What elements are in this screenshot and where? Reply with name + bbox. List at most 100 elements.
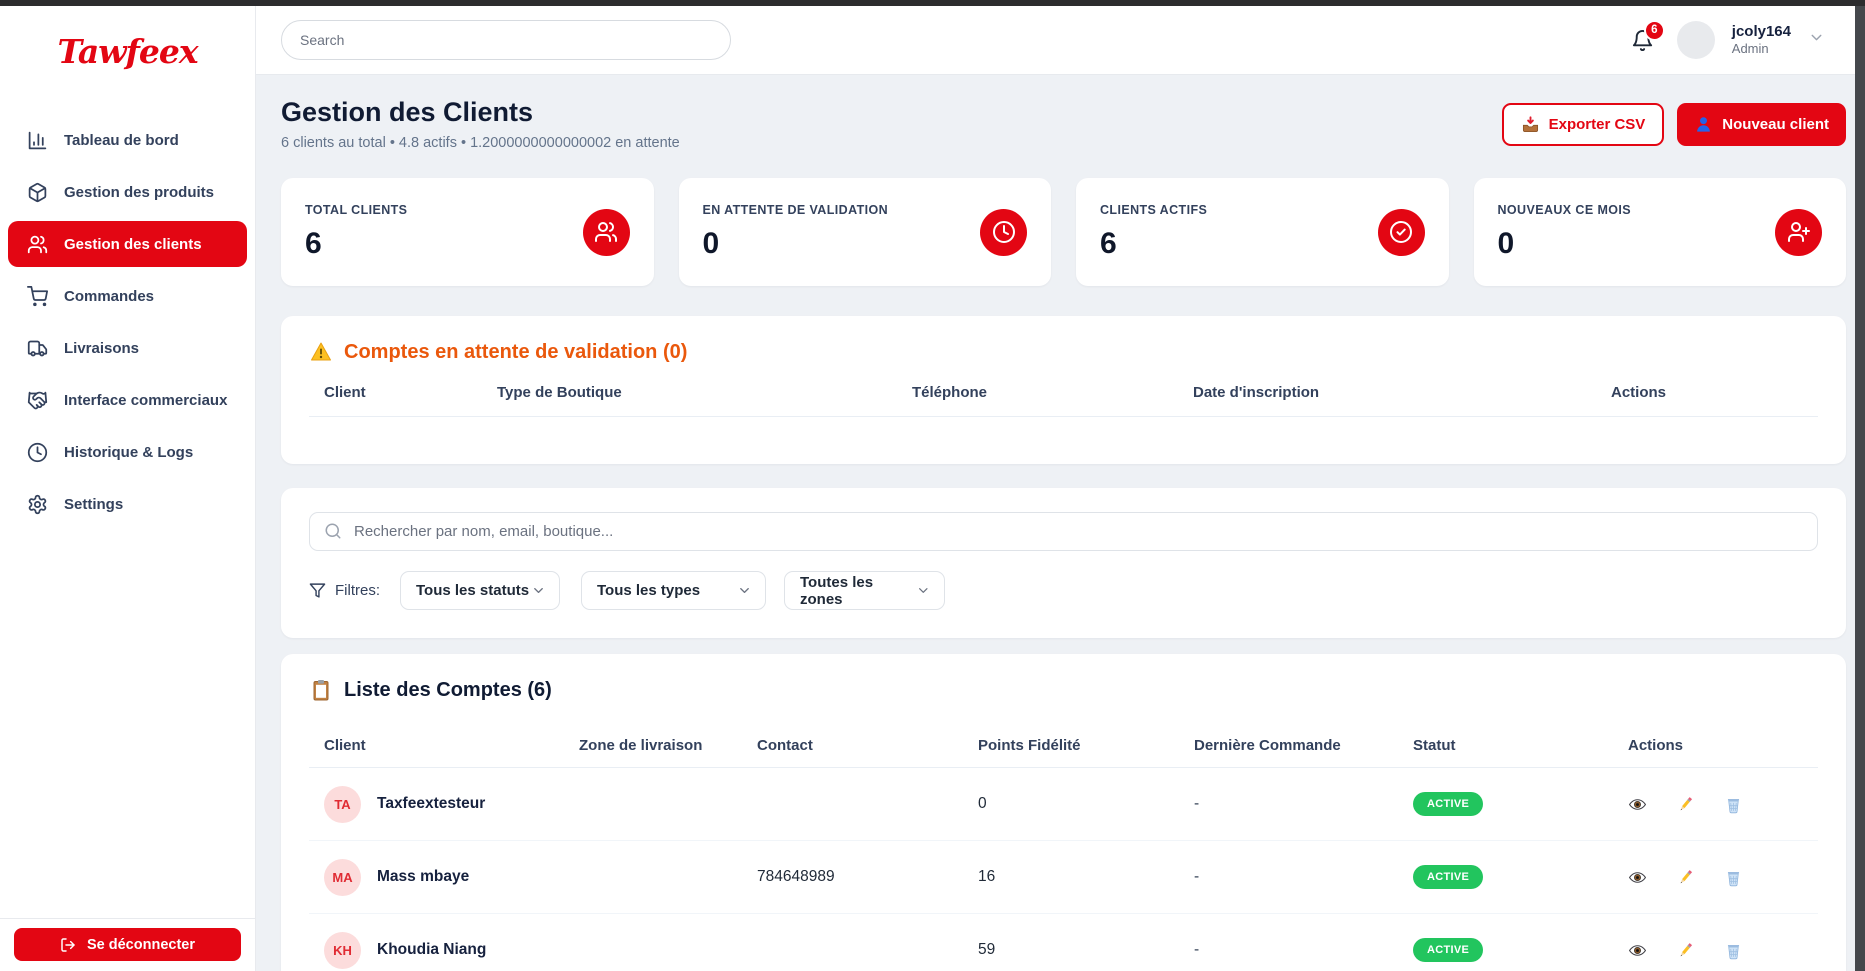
logout-button[interactable]: Se déconnecter bbox=[14, 928, 241, 961]
cart-icon bbox=[27, 285, 48, 306]
chevron-down-icon bbox=[919, 588, 928, 593]
vertical-scrollbar[interactable] bbox=[1855, 0, 1865, 971]
client-name: Mass mbaye bbox=[377, 868, 470, 885]
topbar-right-cluster: 6 jcoly164 Admin bbox=[1631, 19, 1825, 59]
type-filter-value: Tous les types bbox=[597, 582, 701, 599]
last-order-cell: - bbox=[1194, 795, 1200, 812]
column-header: Client bbox=[324, 384, 366, 401]
clock-icon bbox=[27, 442, 48, 462]
stat-text: CLIENTS ACTIFS 6 bbox=[1100, 203, 1207, 261]
client-avatar: MA bbox=[324, 858, 361, 896]
filter-funnel-icon bbox=[309, 583, 326, 598]
sidebar-item-tableau-de-bord[interactable]: Tableau de bord bbox=[8, 117, 247, 163]
view-eye-icon[interactable] bbox=[1628, 868, 1647, 887]
status-badge: ACTIVE bbox=[1413, 792, 1484, 816]
content-column: 6 jcoly164 Admin Gestion des Clients 6 c… bbox=[256, 6, 1855, 971]
sidebar-item-livraisons[interactable]: Livraisons bbox=[8, 325, 247, 371]
edit-pencil-icon[interactable] bbox=[1676, 868, 1695, 887]
logout-icon bbox=[61, 937, 75, 952]
sidebar-item-gestion-des-produits[interactable]: Gestion des produits bbox=[8, 169, 247, 215]
sidebar-item-settings[interactable]: Settings bbox=[8, 481, 247, 527]
stat-icon-circle bbox=[980, 208, 1027, 256]
sidebar-item-interface-commerciaux[interactable]: Interface commerciaux bbox=[8, 377, 247, 423]
sidebar-item-label: Gestion des produits bbox=[64, 183, 215, 201]
main-content: Gestion des Clients 6 clients au total •… bbox=[256, 75, 1855, 971]
stat-value: 0 bbox=[702, 227, 720, 260]
delete-trash-icon[interactable] bbox=[1724, 868, 1743, 887]
sidebar-item-label: Gestion des clients bbox=[64, 235, 202, 253]
pending-section-header: Comptes en attente de validation (0) bbox=[281, 316, 1846, 364]
row-actions bbox=[1628, 868, 1818, 887]
stat-icon-circle bbox=[582, 208, 630, 256]
sidebar-item-label: Livraisons bbox=[64, 339, 140, 357]
sidebar-item-label: Tableau de bord bbox=[64, 131, 179, 149]
user-meta: jcoly164 Admin bbox=[1732, 23, 1791, 58]
chevron-down-icon bbox=[740, 588, 749, 593]
column-header: Zone de livraison bbox=[579, 737, 703, 754]
stat-value: 6 bbox=[1100, 227, 1117, 260]
handshake-icon bbox=[27, 391, 48, 409]
sidebar-item-commandes[interactable]: Commandes bbox=[8, 273, 247, 319]
type-filter-dropdown[interactable]: Tous les types bbox=[581, 571, 766, 610]
page-title: Gestion des Clients bbox=[281, 97, 534, 127]
status-filter-dropdown[interactable]: Tous les statuts bbox=[400, 571, 560, 610]
client-avatar: TA bbox=[324, 785, 361, 823]
column-header: Téléphone bbox=[912, 384, 988, 401]
column-header: Actions bbox=[1628, 737, 1684, 754]
new-client-button[interactable]: Nouveau client bbox=[1677, 102, 1846, 146]
user-role: Admin bbox=[1731, 41, 1769, 57]
person-icon bbox=[1697, 116, 1711, 132]
stat-text: TOTAL CLIENTS 6 bbox=[305, 203, 407, 261]
column-header: Client bbox=[324, 737, 366, 754]
user-menu-toggle[interactable] bbox=[1808, 29, 1825, 51]
global-search-input[interactable] bbox=[281, 20, 731, 60]
page-subtitle: 6 clients au total • 4.8 actifs • 1.2000… bbox=[281, 135, 680, 151]
user-name: jcoly164 bbox=[1731, 22, 1791, 40]
accounts-section-title: Liste des Comptes (6) bbox=[344, 678, 552, 701]
stat-value: 0 bbox=[1497, 227, 1515, 260]
column-header: Date d'inscription bbox=[1193, 384, 1320, 401]
users-icon bbox=[595, 222, 617, 242]
stat-value: 6 bbox=[305, 227, 322, 260]
gear-icon bbox=[28, 494, 47, 514]
package-icon bbox=[28, 182, 47, 202]
points-cell: 16 bbox=[978, 868, 996, 885]
view-eye-icon[interactable] bbox=[1628, 941, 1647, 960]
accounts-section-header: Liste des Comptes (6) bbox=[281, 654, 1846, 702]
stats-row: TOTAL CLIENTS 6 EN ATTENTE DE VALIDATION… bbox=[281, 178, 1846, 286]
filter-search-container bbox=[309, 512, 1818, 551]
stat-card-clients-actifs: CLIENTS ACTIFS 6 bbox=[1076, 178, 1449, 286]
stat-label: EN ATTENTE DE VALIDATION bbox=[702, 203, 889, 217]
accounts-table-header: Client Zone de livraison Contact Points … bbox=[309, 724, 1818, 768]
accounts-list-card: Liste des Comptes (6) Client Zone de liv… bbox=[281, 654, 1846, 971]
sidebar-item-gestion-des-clients[interactable]: Gestion des clients bbox=[8, 221, 247, 267]
sidebar: Tawfeex Tableau de bord Gestion des prod… bbox=[0, 6, 256, 971]
column-header: Dernière Commande bbox=[1194, 737, 1341, 754]
user-avatar[interactable] bbox=[1676, 21, 1715, 59]
sidebar-item-label: Settings bbox=[64, 495, 124, 513]
sidebar-item-historique-logs[interactable]: Historique & Logs bbox=[8, 429, 247, 475]
client-avatar: KH bbox=[324, 931, 361, 969]
edit-pencil-icon[interactable] bbox=[1676, 941, 1695, 960]
logout-label: Se déconnecter bbox=[87, 936, 195, 953]
pending-accounts-card: Comptes en attente de validation (0) Cli… bbox=[281, 316, 1846, 464]
points-cell: 59 bbox=[978, 941, 996, 958]
zone-filter-dropdown[interactable]: Toutes les zones bbox=[784, 571, 945, 610]
bell-icon bbox=[1632, 29, 1652, 51]
delete-trash-icon[interactable] bbox=[1724, 941, 1743, 960]
sidebar-footer: Se déconnecter bbox=[0, 918, 255, 971]
check-circle-icon bbox=[1390, 221, 1412, 243]
zone-filter-value: Toutes les zones bbox=[800, 573, 874, 608]
delete-trash-icon[interactable] bbox=[1724, 795, 1743, 814]
view-eye-icon[interactable] bbox=[1628, 795, 1647, 814]
edit-pencil-icon[interactable] bbox=[1676, 795, 1695, 814]
client-name: Khoudia Niang bbox=[377, 941, 487, 958]
warning-icon bbox=[311, 342, 331, 361]
export-csv-button[interactable]: Exporter CSV bbox=[1501, 102, 1665, 146]
client-search-input[interactable] bbox=[309, 512, 1818, 551]
row-actions bbox=[1628, 795, 1818, 814]
page-header-text: Gestion des Clients 6 clients au total •… bbox=[281, 97, 680, 151]
stat-card-nouveaux-ce-mois: NOUVEAUX CE MOIS 0 bbox=[1473, 178, 1846, 286]
stat-label: CLIENTS ACTIFS bbox=[1100, 203, 1208, 217]
notifications-button[interactable]: 6 bbox=[1631, 19, 1665, 52]
